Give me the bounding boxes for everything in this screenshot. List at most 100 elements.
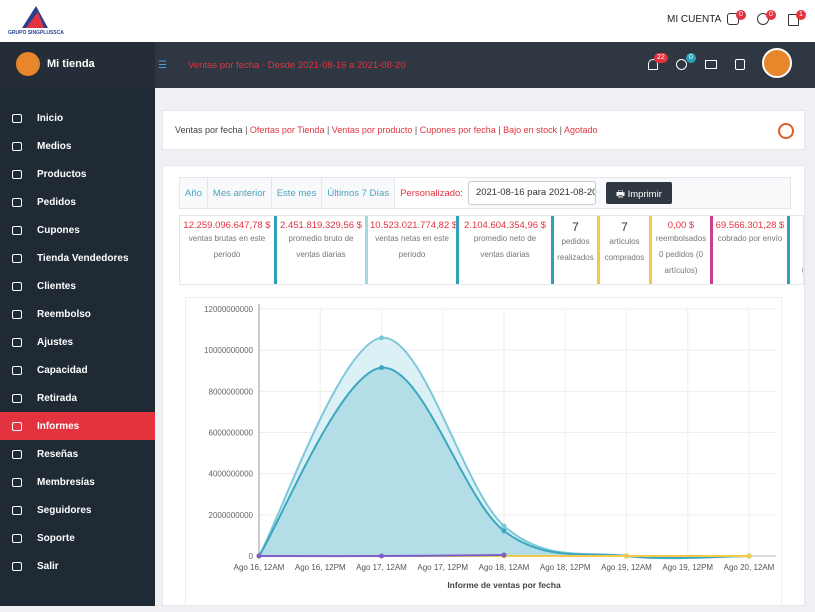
sidebar-item[interactable]: Reembolso xyxy=(0,300,155,328)
y-tick-label: 6000000000 xyxy=(209,429,254,438)
point xyxy=(501,528,507,534)
item-label: Membresías xyxy=(37,476,95,488)
stat-label: ventas brutas en este periodo xyxy=(188,234,266,259)
sidebar-item[interactable]: Salir xyxy=(0,552,155,580)
report-links-panel: Ventas por fecha | Ofertas por Tienda | … xyxy=(162,110,805,150)
x-axis-title: Informe de ventas por fecha xyxy=(447,580,561,590)
item-icon xyxy=(12,561,22,571)
header: Mi tienda ☰ Ventas por fecha - Desde 202… xyxy=(0,42,815,88)
stat-box: 0,00 $valor de cupones utilizados xyxy=(790,216,803,284)
item-label: Seguidores xyxy=(37,504,92,516)
stat-box: 7 pedidos realizados xyxy=(554,216,600,284)
tab[interactable]: Últimos 7 Días xyxy=(322,178,396,208)
x-tick-label: Ago 20, 12AM xyxy=(724,563,775,572)
item-icon xyxy=(12,169,22,179)
item-label: Soporte xyxy=(37,532,75,544)
stat-box: 2.104.604.354,96 $ promedio neto de venta… xyxy=(459,216,554,284)
stat-label: promedio bruto de ventas diarias xyxy=(288,234,354,259)
item-label: Clientes xyxy=(37,280,76,292)
report-links: Ventas por fecha | Ofertas por Tienda | … xyxy=(175,125,598,135)
cart-icon[interactable] xyxy=(788,14,799,26)
sidebar: Inicio Medios Productos Pedidos Cupones Tiend… xyxy=(0,88,155,606)
sidebar-item[interactable]: Pedidos xyxy=(0,188,155,216)
tab[interactable]: Este mes xyxy=(272,178,323,208)
point xyxy=(746,553,752,559)
sidebar-item[interactable]: Cupones xyxy=(0,216,155,244)
item-label: Medios xyxy=(37,140,72,152)
print-button[interactable]: 🖶 Imprimir xyxy=(605,182,672,204)
chart: 0 2000000000 4000000000 6000000000 800000000… xyxy=(204,304,776,590)
sidebar-item[interactable]: Inicio xyxy=(0,104,155,132)
report-link[interactable]: Ofertas por Tienda xyxy=(249,125,325,135)
sidebar-item[interactable]: Soporte xyxy=(0,524,155,552)
stat-label: valor de cupones utilizados xyxy=(792,231,803,279)
store-name: Mi tienda xyxy=(47,58,95,70)
point xyxy=(256,553,262,559)
sidebar-item[interactable]: Membresías xyxy=(0,468,155,496)
stat-value: 7 xyxy=(572,220,579,234)
x-tick-label: Ago 17, 12PM xyxy=(417,563,468,572)
stats-row: 12.259.096.647,78 $ ventas brutas en este… xyxy=(179,215,804,285)
item-label: Ajustes xyxy=(37,336,74,348)
y-tick-label: 10000000000 xyxy=(204,346,253,355)
sidebar-item[interactable]: Ajustes xyxy=(0,328,155,356)
date-input[interactable]: 2021-08-16 para 2021-08-20 xyxy=(467,181,596,205)
help-icon[interactable] xyxy=(676,59,687,70)
sidebar-item[interactable]: Capacidad xyxy=(0,356,155,384)
announce-icon[interactable] xyxy=(705,60,717,69)
y-tick-label: 12000000000 xyxy=(204,305,253,314)
sidebar-item[interactable]: Medios xyxy=(0,132,155,160)
item-icon xyxy=(12,337,22,347)
x-tick-label: Ago 18, 12PM xyxy=(540,563,591,572)
report-link[interactable]: Bajo en stock xyxy=(503,125,558,135)
sidebar-item[interactable]: Clientes xyxy=(0,272,155,300)
report-link[interactable]: Ventas por producto xyxy=(331,125,413,135)
report-link[interactable]: Cupones por fecha xyxy=(419,125,496,135)
stat-label: pedidos realizados xyxy=(557,237,594,262)
wp-icon xyxy=(778,123,794,139)
line xyxy=(258,366,750,559)
report-link[interactable]: Ventas por fecha xyxy=(175,125,243,135)
item-icon xyxy=(12,113,22,123)
item-icon xyxy=(12,421,22,431)
tab[interactable]: Año xyxy=(180,178,208,208)
point xyxy=(624,553,629,559)
notif-icon[interactable] xyxy=(648,59,658,70)
sidebar-item[interactable]: Informes xyxy=(0,412,155,440)
separator: | xyxy=(557,125,564,135)
item-label: Salir xyxy=(37,560,59,572)
logo xyxy=(22,6,48,28)
item-icon xyxy=(12,449,22,459)
point xyxy=(379,335,384,341)
sidebar-item[interactable]: Reseñas xyxy=(0,440,155,468)
stat-box: 69.566.301,28 $ cobrado por envío xyxy=(713,216,790,284)
y-tick-label: 8000000000 xyxy=(209,387,254,396)
sidebar-item[interactable]: Seguidores xyxy=(0,496,155,524)
item-label: Informes xyxy=(37,420,80,432)
account-link[interactable]: MI CUENTA xyxy=(667,14,722,25)
stat-value: 69.566.301,28 $ xyxy=(715,220,785,231)
point xyxy=(501,552,507,558)
stat-value: 2.104.604.354,96 $ xyxy=(464,220,546,231)
stat-box: 7 artículos comprados xyxy=(600,216,652,284)
item-label: Inicio xyxy=(37,112,64,124)
user-avatar[interactable] xyxy=(762,48,792,78)
sidebar-item[interactable]: Productos xyxy=(0,160,155,188)
item-icon xyxy=(12,533,22,543)
separator: | xyxy=(412,125,420,135)
stat-label: promedio neto de ventas diarias xyxy=(473,234,537,259)
badge: 0 xyxy=(686,53,696,63)
sidebar-item[interactable]: Retirada xyxy=(0,384,155,412)
stat-label: reembolsados 0 pedidos (0 artículos) xyxy=(655,234,707,275)
report-link[interactable]: Agotado xyxy=(563,125,598,135)
item-icon xyxy=(12,281,22,291)
point xyxy=(379,365,384,371)
item-label: Productos xyxy=(37,168,87,180)
point xyxy=(501,523,507,529)
store-icon[interactable] xyxy=(735,59,745,70)
separator: | xyxy=(324,125,332,135)
menu-icon[interactable]: ☰ xyxy=(158,60,167,71)
tab[interactable]: Mes anterior xyxy=(208,178,272,208)
sidebar-item[interactable]: Tienda Vendedores xyxy=(0,244,155,272)
